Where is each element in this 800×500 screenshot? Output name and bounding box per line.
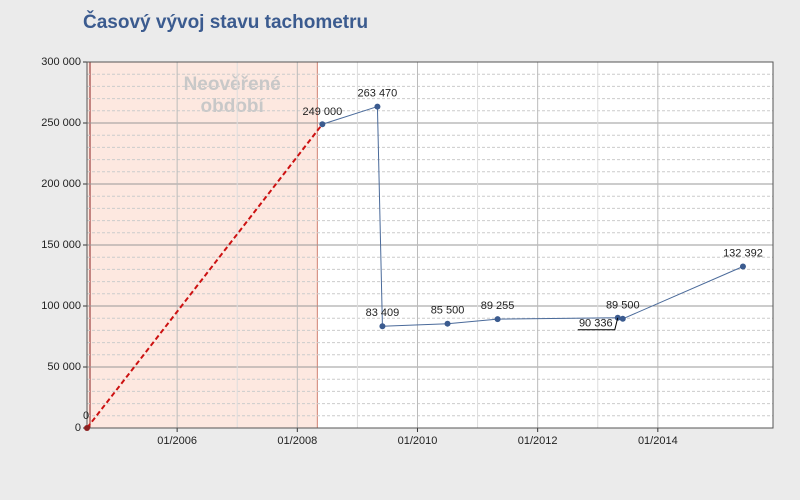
y-tick-label: 0 <box>75 422 81 434</box>
x-tick-label: 01/2006 <box>157 435 197 447</box>
y-tick-label: 250 000 <box>41 117 81 129</box>
annotation-line: období <box>201 96 265 117</box>
x-tick-label: 01/2008 <box>277 435 317 447</box>
data-label: 132 392 <box>723 247 763 259</box>
line-segment <box>322 106 378 125</box>
line-segment <box>382 323 448 327</box>
y-tick-label: 50 000 <box>47 361 81 373</box>
data-label: 0 <box>83 410 89 422</box>
line-segment <box>497 317 618 320</box>
point <box>374 103 381 110</box>
annotation-line: Neověřené <box>184 74 281 95</box>
x-tick-label: 01/2010 <box>398 435 438 447</box>
y-tick-label: 150 000 <box>41 239 81 251</box>
data-label: 90 336 <box>579 318 613 330</box>
annotation: Neověřené období <box>184 74 281 117</box>
data-label: 263 470 <box>358 87 398 99</box>
point <box>319 121 326 128</box>
y-tick-label: 100 000 <box>41 300 81 312</box>
data-label: 89 255 <box>481 300 515 312</box>
line-segment <box>622 266 744 320</box>
chart-title: Časový vývoj stavu tachometru <box>83 11 368 33</box>
line-segment <box>376 106 383 327</box>
point <box>379 323 386 330</box>
data-label: 89 500 <box>606 300 640 312</box>
data-label: 83 409 <box>366 307 400 319</box>
y-tick-label: 300 000 <box>41 56 81 68</box>
point <box>739 263 746 270</box>
data-label: 85 500 <box>431 305 465 317</box>
y-tick-label: 200 000 <box>41 178 81 190</box>
x-tick-label: 01/2012 <box>518 435 558 447</box>
line-segment <box>86 123 324 429</box>
line-segment <box>447 318 498 325</box>
point <box>84 425 90 431</box>
leader-line <box>577 317 619 331</box>
point <box>619 315 626 322</box>
plot-border <box>86 61 774 429</box>
x-tick-label: 01/2014 <box>638 435 678 447</box>
point <box>444 320 451 327</box>
point <box>494 316 501 323</box>
data-label: 249 000 <box>302 106 342 118</box>
